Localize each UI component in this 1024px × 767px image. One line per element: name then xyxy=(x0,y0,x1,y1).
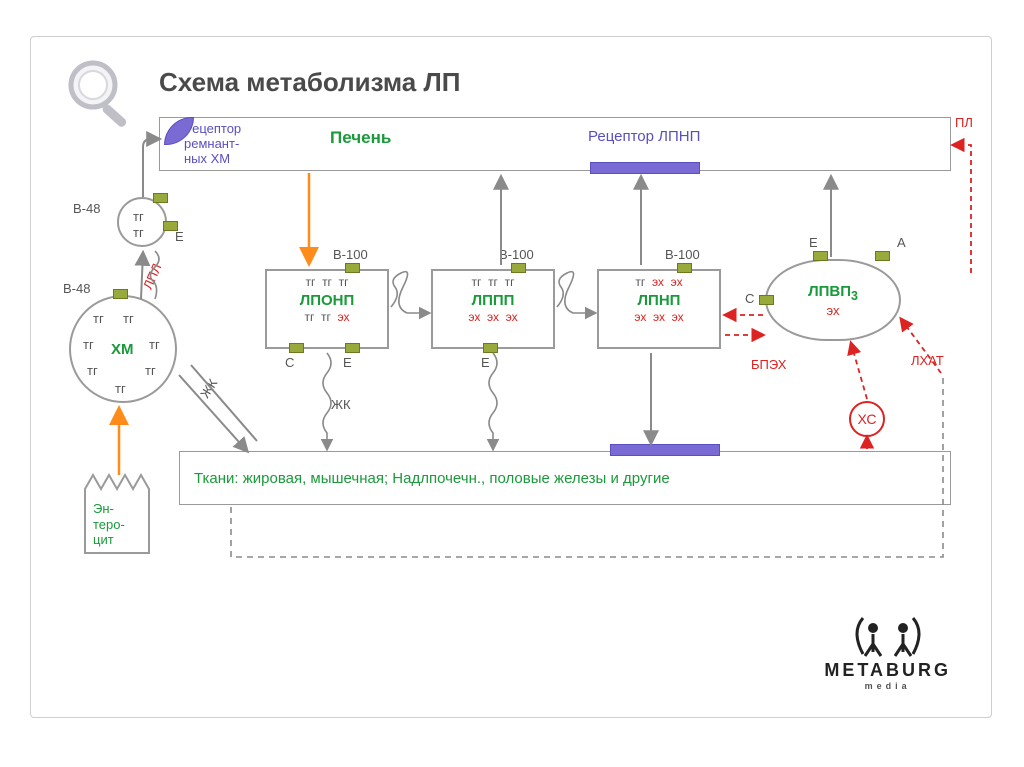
page-title: Схема метаболизма ЛП xyxy=(159,67,460,98)
b48-label: В-48 xyxy=(73,201,100,216)
apo-chip xyxy=(511,263,526,273)
ex-label: эх xyxy=(506,310,518,324)
ex-label: эх xyxy=(652,275,664,289)
jk-label-2: ЖК xyxy=(331,397,351,412)
idl-title: ЛППП xyxy=(439,291,547,311)
vldl-title: ЛПОНП xyxy=(273,291,381,311)
tg-label: тг xyxy=(133,209,144,224)
enterocyte-label: Эн- теро- цит xyxy=(93,501,125,548)
tg-label: тг xyxy=(83,337,94,352)
apo-chip xyxy=(153,193,168,203)
ex-label: эх xyxy=(487,310,499,324)
tg-label: тг xyxy=(488,275,498,289)
apo-a-label: А xyxy=(897,235,906,250)
apo-chip xyxy=(813,251,828,261)
receptor-remnant-label: Рецептор ремнант- ных ХМ xyxy=(184,122,241,167)
pl-label: ПЛ xyxy=(955,115,973,130)
b48-label: В-48 xyxy=(63,281,90,296)
tg-label: тг xyxy=(322,275,332,289)
tissues-label: Ткани: жировая, мышечная; Надлпочечн., п… xyxy=(194,470,670,487)
ex-label: эх xyxy=(653,310,665,324)
apo-chip xyxy=(759,295,774,305)
tg-label: тг xyxy=(321,310,331,324)
ex-label: эх xyxy=(468,310,480,324)
ex-label: эх xyxy=(338,310,350,324)
tg-label: тг xyxy=(149,337,160,352)
tg-label: тг xyxy=(635,275,645,289)
receptor-ldl-label: Рецептор ЛПНП xyxy=(588,128,700,145)
logo-name: METABURG xyxy=(824,660,951,680)
liver-label: Печень xyxy=(330,128,391,148)
b100-label: В-100 xyxy=(499,247,534,264)
logo: METABURG media xyxy=(824,614,951,691)
tg-label: тг xyxy=(133,225,144,240)
logo-sub: media xyxy=(824,681,951,691)
tg-label: тг xyxy=(304,310,314,324)
b48-large: тг тг тг тг тг тг тг ХМ В-48 xyxy=(69,295,177,403)
apo-c-label: С xyxy=(285,355,294,372)
apo-e-label: Е xyxy=(809,235,818,250)
b100-label: В-100 xyxy=(333,247,368,264)
receptor-ldl-icon xyxy=(590,162,700,174)
hm-label: ХМ xyxy=(111,341,134,358)
xc-circle: ХС xyxy=(849,401,885,437)
xc-label: ХС xyxy=(858,411,877,427)
tg-label: тг xyxy=(505,275,515,289)
jk-label-1: ЖК xyxy=(197,376,220,401)
magnifier-icon xyxy=(59,55,141,142)
vldl-box: тг тг тг ЛПОНП тг тг эх В-100 С Е xyxy=(265,269,389,349)
tg-label: тг xyxy=(472,275,482,289)
apo-chip xyxy=(677,263,692,273)
ldl-title: ЛПНП xyxy=(605,291,713,311)
apo-c-label: С xyxy=(745,291,754,306)
ldl-box: тг эх эх ЛПНП эх эх эх В-100 xyxy=(597,269,721,349)
b48-small: тг тг В-48 Е xyxy=(117,197,167,247)
apo-chip xyxy=(483,343,498,353)
enterocyte: Эн- теро- цит xyxy=(83,467,155,562)
liver-box: Рецептор ремнант- ных ХМ Печень Рецептор… xyxy=(159,117,951,171)
tg-label: тг xyxy=(115,381,126,396)
tissues-box: Ткани: жировая, мышечная; Надлпочечн., п… xyxy=(179,451,951,505)
apo-e-label: Е xyxy=(175,229,184,244)
hdl-sub: 3 xyxy=(851,289,858,303)
hdl-title: ЛПВП xyxy=(808,283,851,300)
diagram-frame: Схема метаболизма ЛП Рецептор ремнант- н… xyxy=(30,36,992,718)
apo-chip xyxy=(345,343,360,353)
tg-label: тг xyxy=(306,275,316,289)
ex-label: эх xyxy=(672,310,684,324)
tg-label: тг xyxy=(145,363,156,378)
idl-box: тг тг тг ЛППП эх эх эх В-100 Е xyxy=(431,269,555,349)
tg-label: тг xyxy=(123,311,134,326)
b100-label: В-100 xyxy=(665,247,700,264)
bpex-label: БПЭХ xyxy=(751,357,786,372)
apo-chip xyxy=(345,263,360,273)
tg-label: тг xyxy=(339,275,349,289)
ex-label: эх xyxy=(827,303,840,318)
hdl-ellipse: ЛПВП3 эх Е А С xyxy=(765,259,901,341)
apo-chip xyxy=(289,343,304,353)
ex-label: эх xyxy=(671,275,683,289)
apo-chip xyxy=(113,289,128,299)
apo-e-label: Е xyxy=(481,355,490,372)
apo-e-label: Е xyxy=(343,355,352,372)
tissue-receptor-icon xyxy=(610,444,720,456)
apo-chip xyxy=(875,251,890,261)
ex-label: эх xyxy=(634,310,646,324)
tg-label: тг xyxy=(93,311,104,326)
lpl-label: ЛПЛ xyxy=(140,261,164,291)
lhat-label: ЛХАТ xyxy=(911,353,944,368)
tg-label: тг xyxy=(87,363,98,378)
